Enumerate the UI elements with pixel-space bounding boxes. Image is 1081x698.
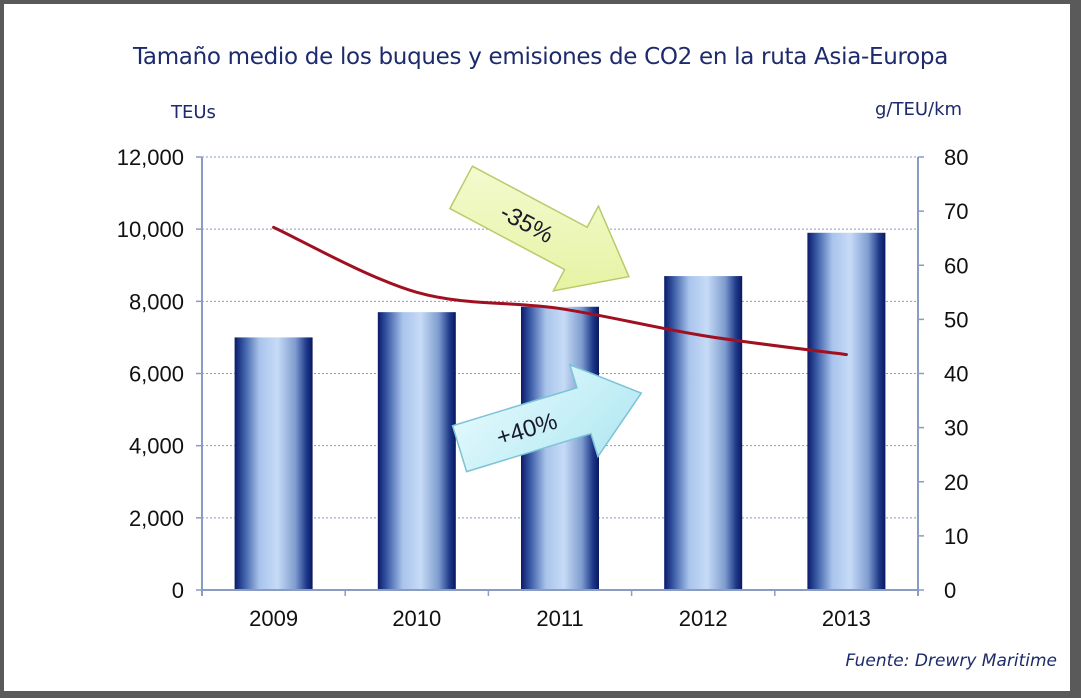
y-right-tick-label: 10 bbox=[944, 524, 968, 549]
annotations: -35% +40% bbox=[448, 165, 643, 473]
y-left-tick-label: 10,000 bbox=[117, 217, 184, 242]
y-right-tick-label: 60 bbox=[944, 253, 968, 278]
y-left-tick-label: 8,000 bbox=[129, 289, 184, 314]
axes bbox=[196, 156, 924, 596]
y-right-tick-label: 40 bbox=[944, 362, 968, 387]
y-right-tick-label: 50 bbox=[944, 307, 968, 332]
x-tick-label: 2012 bbox=[679, 606, 728, 631]
decrease-arrow: -35% bbox=[448, 165, 630, 292]
y-axis-right-label: g/TEU/km bbox=[875, 99, 963, 120]
y-right-tick-label: 0 bbox=[944, 578, 956, 603]
source-note: Fuente: Drewry Maritime bbox=[845, 651, 1057, 671]
bar bbox=[664, 276, 743, 590]
bar bbox=[807, 232, 886, 590]
y-right-tick-label: 70 bbox=[944, 199, 968, 224]
bar-series bbox=[234, 232, 886, 590]
y-left-tick-label: 6,000 bbox=[129, 362, 184, 387]
y-left-tick-label: 4,000 bbox=[129, 434, 184, 459]
x-tick-label: 2011 bbox=[536, 606, 583, 631]
chart-title: Tamaño medio de los buques y emisiones d… bbox=[132, 44, 949, 70]
x-tick-label: 2009 bbox=[249, 606, 298, 631]
x-tick-label: 2010 bbox=[392, 606, 441, 631]
arrow-shape bbox=[448, 165, 630, 292]
x-tick-label: 2013 bbox=[822, 606, 871, 631]
tick-labels: 0 2,000 4,000 6,000 8,000 10,000 12,000 0 10 20 30… bbox=[117, 145, 969, 631]
y-left-tick-label: 12,000 bbox=[117, 145, 184, 170]
increase-arrow: +40% bbox=[451, 363, 643, 473]
bar bbox=[234, 337, 313, 590]
y-right-tick-label: 30 bbox=[944, 416, 968, 441]
arrow-shape bbox=[451, 363, 643, 473]
y-left-tick-label: 2,000 bbox=[129, 506, 184, 531]
y-right-tick-label: 80 bbox=[944, 145, 968, 170]
y-axis-left-label: TEUs bbox=[171, 102, 216, 123]
y-left-tick-label: 0 bbox=[172, 578, 184, 603]
y-right-tick-label: 20 bbox=[944, 470, 968, 495]
line-series bbox=[272, 225, 848, 357]
bar bbox=[377, 312, 456, 590]
